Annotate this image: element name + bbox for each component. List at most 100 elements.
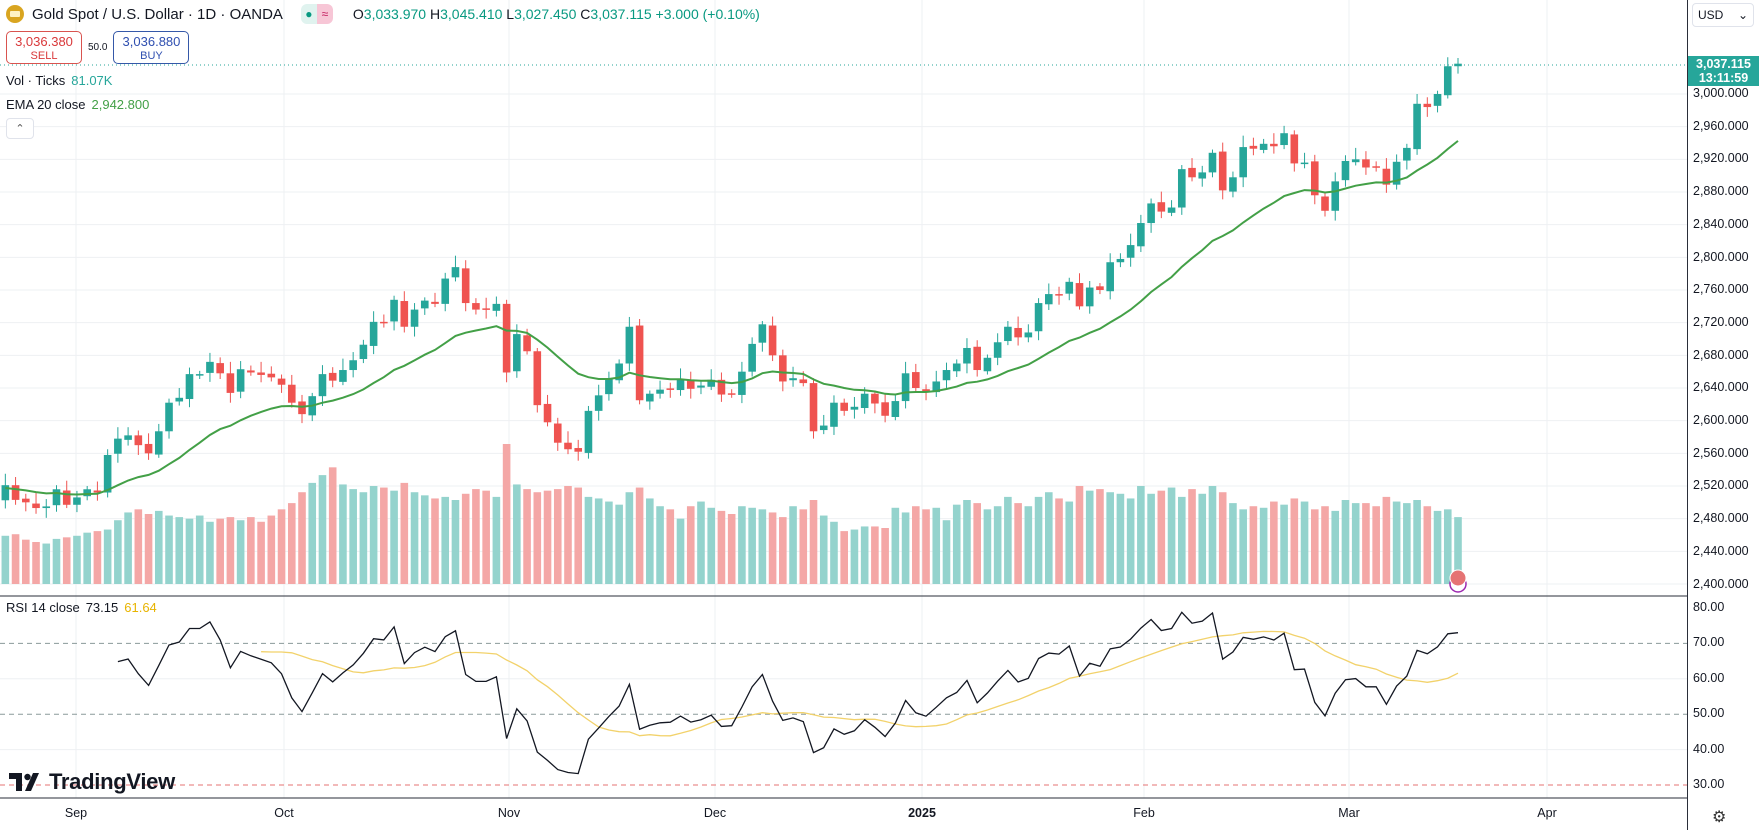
volume-bar [1157,490,1166,584]
time-tick-label: Apr [1537,806,1557,820]
currency-select[interactable]: USD ⌄ [1692,3,1754,27]
candle-body [62,490,71,505]
volume-bar [789,506,797,584]
symbol-header: Gold Spot / U.S. Dollar · 1D · OANDA ● ≈… [6,4,760,24]
candle-body [1218,151,1227,191]
event-icons[interactable] [1449,569,1467,593]
candle-body [860,393,869,409]
price-tick-label: 2,480.000 [1693,511,1749,526]
rsi-tick-label: 80.00 [1693,600,1725,614]
time-tick-label: Sep [64,806,88,820]
price-axis[interactable] [1687,0,1759,830]
rsi-tick-label: 50.00 [1693,706,1725,721]
volume-bar [1300,501,1309,584]
volume-bar [114,520,122,584]
volume-bar [656,506,664,584]
collapse-legend-button[interactable]: ⌃ [6,118,34,139]
candle-body [850,406,859,410]
candle-body [615,363,623,381]
candle-body [1280,133,1288,146]
ema-legend[interactable]: EMA 20 close 2,942.800 [6,97,149,112]
candle-body [1300,162,1309,165]
candle-body [277,378,286,385]
candle-body [216,363,224,374]
volume-bar [1239,509,1247,584]
volume-bar [727,514,736,584]
rsi-levels [0,642,1687,786]
low-value: 3,027.450 [514,6,577,22]
candle-body [1055,294,1063,296]
ema-legend-label: EMA 20 close [6,97,86,112]
volume-bar [1198,493,1207,584]
candle-body [891,401,900,417]
candle-body [154,431,163,455]
rsi-legend[interactable]: RSI 14 close 73.15 61.64 [6,600,157,615]
volume-bar [983,509,992,584]
price-chart[interactable] [0,0,1687,830]
volume-bar [1433,510,1442,584]
volume-bar [482,490,490,584]
volume-bar [594,498,603,584]
volume-bar [1423,506,1432,584]
rsi-tick-label: 30.00 [1693,777,1725,791]
candle-body [359,344,368,360]
candle-body [114,438,122,454]
open-label: O [352,6,364,22]
volume-bar [1454,517,1462,584]
volume-bar [1096,489,1104,584]
volume-bar [124,512,132,584]
symbol-title[interactable]: Gold Spot / U.S. Dollar · 1D · OANDA [32,5,283,23]
volume-bar [1147,493,1155,584]
volume-bar [860,526,869,584]
volume-bar [195,515,204,584]
volume-bar [686,506,695,584]
volume-bar [1188,489,1196,584]
candle-body [748,343,756,372]
candle-body [134,435,143,446]
tradingview-logo-icon [9,773,39,791]
tradingview-logo[interactable]: TradingView [9,769,175,795]
candle-body [206,361,214,373]
volume-bar [707,507,716,584]
settings-gear-icon[interactable]: ⚙ [1712,809,1727,826]
candle-body [83,489,91,497]
volume-bar [298,492,306,584]
candle-body [32,503,40,509]
volume-bar [359,492,368,584]
candle-body [646,393,654,402]
volume-bar [1382,496,1391,584]
price-tick-label: 2,520.000 [1693,478,1749,493]
us-flag-event-icon[interactable] [1449,569,1467,587]
volume-bar [1177,496,1186,584]
candle-body [1198,172,1207,179]
volume-bar [339,484,347,584]
market-status-badge[interactable]: ● ≈ [300,4,333,24]
price-tick-label: 2,920.000 [1693,151,1749,166]
buy-button[interactable]: 3,036.880 BUY [113,31,190,64]
volume-bar [1351,503,1360,584]
volume-legend[interactable]: Vol · Ticks 81.07K [6,73,112,88]
candle-body [1004,326,1012,342]
candle-body [574,448,583,452]
volume-bar [1126,498,1135,584]
price-tick-label: 2,800.000 [1693,249,1749,264]
candle-body [1321,196,1329,211]
candle-body [185,374,194,400]
sell-button[interactable]: 3,036.380 SELL [6,31,82,64]
grid-lines [0,0,1687,798]
volume-bar [646,498,654,584]
candle-body [1290,134,1299,164]
candle-body [1249,145,1258,149]
price-tick-label: 2,400.000 [1693,576,1749,591]
candle-body [605,379,613,395]
volume-bar [513,484,521,584]
candle-body [420,300,429,309]
candle-body [1392,161,1401,185]
volume-bar [1065,501,1074,584]
volume-bar [1270,501,1278,584]
candle-body [809,383,818,432]
volume-bar [175,517,184,584]
candle-body [52,489,61,506]
candle-body [594,395,603,411]
volume-bar [871,526,879,584]
